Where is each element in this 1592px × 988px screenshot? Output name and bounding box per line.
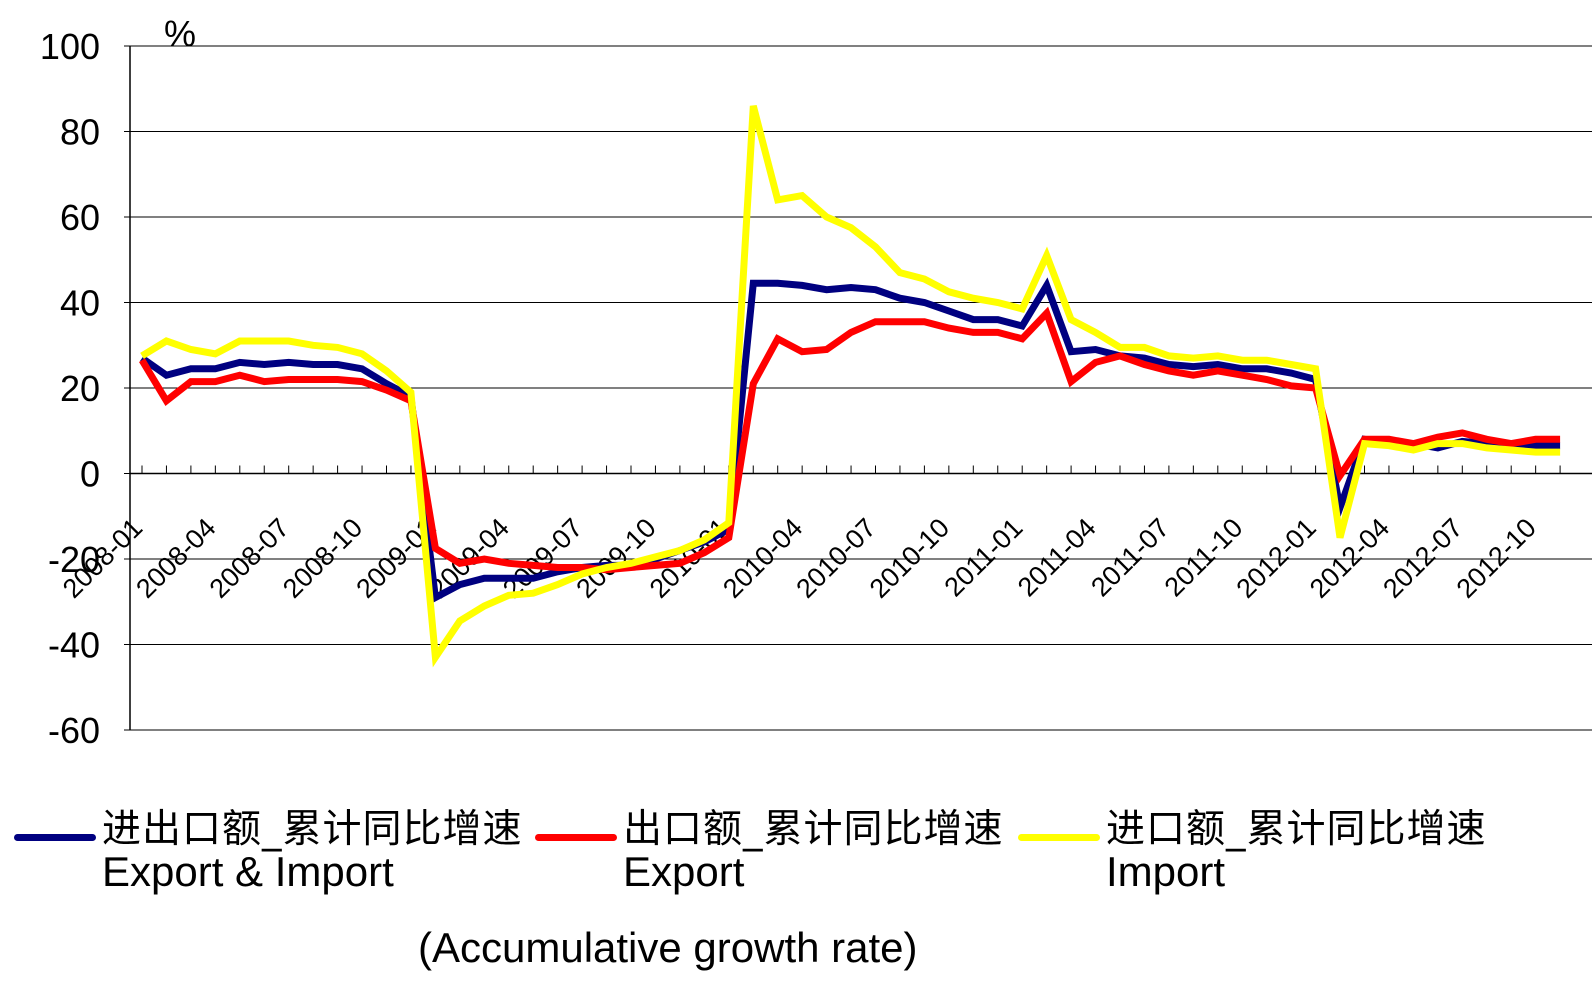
legend-item-export: 出口额_累计同比增速 Export [535, 810, 1004, 893]
y-tick-label: 100 [40, 26, 100, 67]
legend-label-en: Import [1106, 848, 1226, 895]
y-tick-label: 40 [60, 283, 100, 324]
y-tick-label: -20 [48, 539, 100, 580]
legend-label-en: Export [623, 848, 745, 895]
legend-label-cn: 出口额_累计同比增速 [623, 807, 1004, 852]
x-tick-label: 2011-04 [1012, 513, 1102, 603]
legend-label-cn: 进口额_累计同比增速 [1106, 807, 1487, 852]
legend-label-en: Export & Import [102, 848, 394, 895]
x-tick-label: 2012-01 [1231, 513, 1322, 604]
legend-label-cn: 进出口额_累计同比增速 [102, 807, 523, 852]
legend-swatch-export [535, 834, 617, 841]
y-tick-label: 80 [60, 112, 100, 153]
legend-swatch-import [1018, 834, 1100, 841]
line-chart: 100 80 60 40 20 0 -20 -40 -60 % 2008-012008-0420… [40, 13, 1592, 751]
y-unit-label: % [164, 13, 196, 54]
y-tick-label: -40 [48, 625, 100, 666]
x-tick-label: 2011-01 [939, 513, 1029, 603]
chart-note: (Accumulative growth rate) [418, 924, 918, 971]
series-lines [139, 105, 1561, 668]
y-tick-label: -60 [48, 710, 100, 751]
x-tick-label: 2010-07 [790, 513, 881, 604]
gridlines [130, 45, 1592, 731]
x-axis: 2008-012008-042008-072008-102009-012009-… [57, 465, 1592, 604]
y-axis: 100 80 60 40 20 0 -20 -40 -60 [40, 26, 131, 751]
x-tick-label: 2011-10 [1159, 513, 1249, 603]
x-tick-label: 2011-07 [1085, 513, 1175, 603]
y-tick-label: 0 [80, 454, 100, 495]
y-tick-label: 60 [60, 197, 100, 238]
x-tick-label: 2010-10 [864, 513, 955, 604]
x-tick-label: 2012-07 [1377, 513, 1468, 604]
x-tick-label: 2012-10 [1451, 513, 1542, 604]
x-tick-label: 2012-04 [1304, 513, 1395, 604]
legend: 进出口额_累计同比增速 Export & Import 出口额_累计同比增速 E… [0, 810, 1592, 910]
legend-item-import: 进口额_累计同比增速 Import [1018, 810, 1487, 893]
series-line-2 [140, 105, 1561, 668]
legend-item-export-import: 进出口额_累计同比增速 Export & Import [14, 810, 523, 893]
legend-swatch-export-import [14, 834, 96, 841]
x-tick-label: 2008-07 [204, 513, 295, 604]
x-tick-label: 2008-10 [277, 513, 368, 604]
y-tick-label: 20 [60, 368, 100, 409]
x-tick-label: 2008-04 [130, 513, 221, 604]
